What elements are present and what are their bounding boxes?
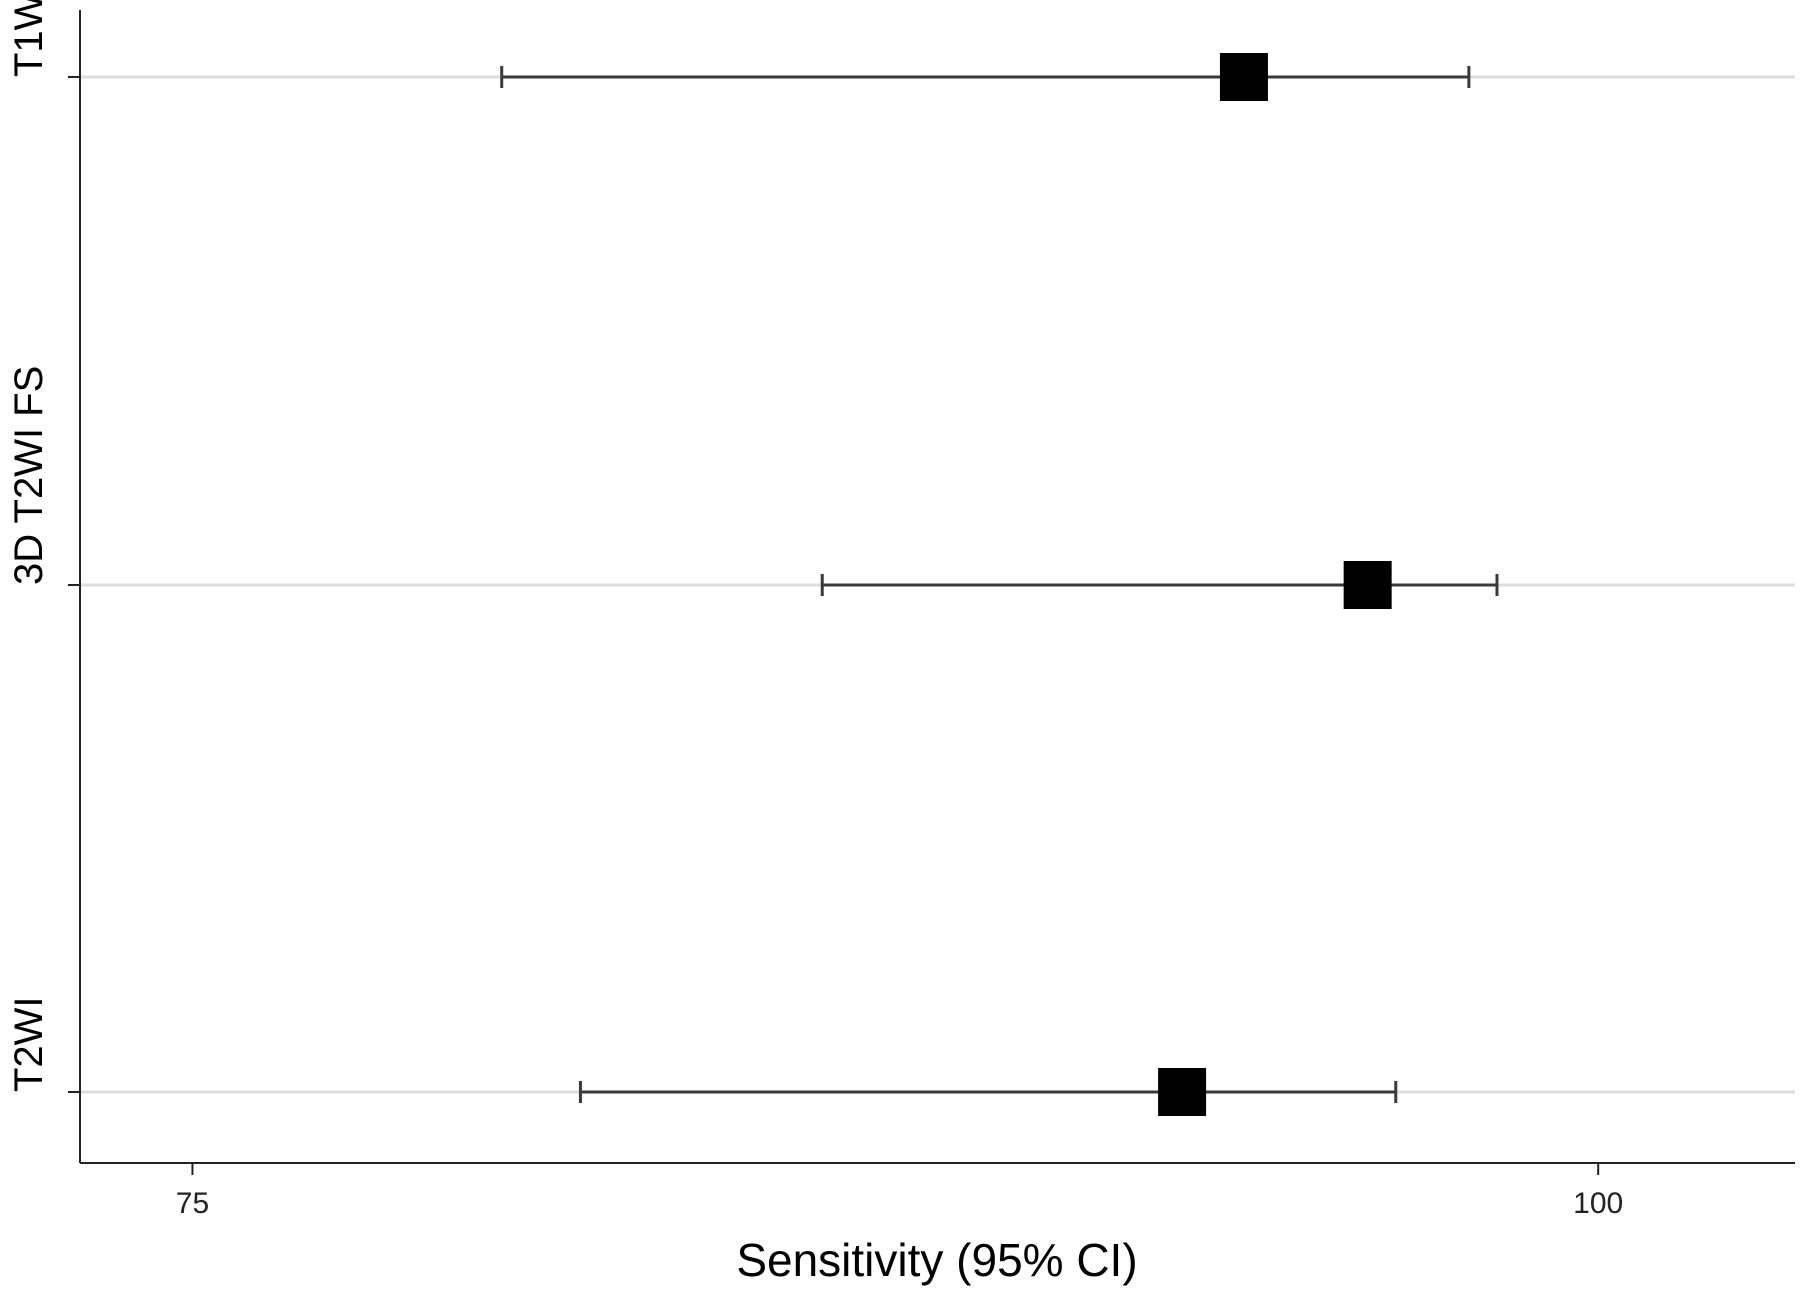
confidence-intervals [500,66,1499,1103]
x-axis-ticks: 75 100 [176,1163,1623,1220]
point-estimates [1158,53,1392,1116]
category-label: T2WI [7,996,51,1092]
point-estimate-marker [1158,1068,1207,1116]
axes [79,10,1795,1164]
point-estimate-marker [1219,53,1268,101]
point-estimate-marker [1343,561,1392,609]
category-labels: T1WI Gd FS 3D T2WI FS T2WI [7,0,51,1092]
category-label: 3D T2WI FS [7,366,51,585]
y-axis-ticks [68,76,80,1093]
x-axis-title: Sensitivity (95% CI) [736,1234,1137,1286]
x-tick-label: 75 [176,1187,209,1220]
x-tick-label: 100 [1573,1187,1623,1220]
category-label: T1WI Gd FS [7,0,51,77]
